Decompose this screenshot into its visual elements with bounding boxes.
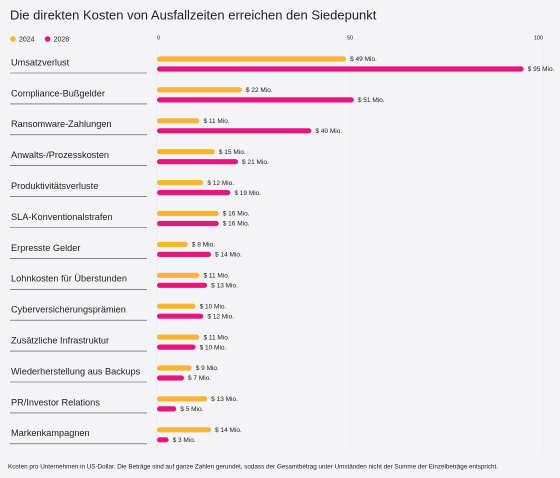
value-label: $ 16 Mio.: [223, 221, 250, 228]
bar: [157, 128, 312, 134]
bar: [157, 190, 231, 196]
footnote: Kosten pro Unternehmen in US-Dollar. Die…: [8, 464, 498, 471]
value-label: $ 21 Mio.: [242, 159, 269, 166]
value-label: $ 12 Mio.: [207, 180, 234, 187]
category-label: PR/Investor Relations: [11, 397, 100, 407]
bar: [157, 159, 239, 165]
category-label: Anwalts-/Prozesskosten: [11, 150, 109, 160]
bar: [157, 344, 196, 350]
bar: [157, 66, 524, 72]
value-label: $ 14 Mio.: [215, 252, 242, 259]
bar: [157, 220, 219, 227]
value-label: $ 9 Mio.: [196, 365, 219, 372]
category-label: Cyberversicherungsprämien: [11, 305, 126, 315]
category-label: Lohnkosten für Überstunden: [11, 274, 127, 284]
bar: [157, 406, 177, 412]
value-label: $ 7 Mio.: [188, 375, 211, 382]
bar: [157, 427, 212, 433]
bar: [157, 118, 200, 124]
value-label: $ 22 Mio.: [246, 87, 273, 94]
category-label: Compliance-Bußgelder: [11, 88, 105, 98]
category-label: Zusätzliche Infrastruktur: [11, 336, 109, 346]
category-label: Produktivitätsverluste: [11, 181, 98, 191]
value-label: $ 40 Mio.: [315, 128, 342, 135]
category-label: Markenkampagnen: [11, 428, 90, 438]
legend-swatch: [44, 36, 51, 42]
legend-label: 2028: [54, 36, 70, 43]
value-label: $ 11 Mio.: [203, 273, 229, 280]
value-label: $ 95 Mio.: [528, 66, 555, 73]
bar: [157, 56, 347, 62]
value-label: $ 15 Mio.: [219, 149, 246, 156]
value-label: $ 19 Mio.: [234, 190, 261, 197]
value-label: $ 49 Mio.: [350, 56, 377, 63]
bar: [157, 334, 200, 340]
x-tick-label: 0: [157, 35, 160, 41]
category-label: SLA-Konventionalstrafen: [11, 212, 113, 222]
value-label: $ 3 Mio.: [173, 437, 196, 444]
category-label: Wiederherstellung aus Backups: [11, 366, 141, 376]
value-label: $ 13 Mio.: [211, 396, 238, 403]
bar: [157, 396, 208, 402]
value-label: $ 10 Mio.: [200, 344, 227, 351]
legend-label: 2024: [19, 36, 35, 43]
bar: [157, 303, 196, 309]
category-label: Ransomware-Zahlungen: [11, 119, 112, 129]
value-label: $ 10 Mio.: [200, 303, 227, 310]
value-label: $ 14 Mio.: [215, 427, 242, 434]
chart-title: Die direkten Kosten von Ausfallzeiten er…: [10, 7, 377, 22]
bar: [157, 437, 169, 443]
value-label: $ 11 Mio.: [203, 334, 229, 341]
value-label: $ 16 Mio.: [223, 211, 250, 218]
value-label: $ 13 Mio.: [211, 283, 238, 290]
bar: [157, 210, 219, 217]
category-label: Erpresste Gelder: [11, 243, 80, 253]
bar: [157, 180, 204, 186]
x-tick-label: 50: [347, 35, 353, 41]
value-label: $ 51 Mio.: [358, 97, 385, 104]
value-label: $ 12 Mio.: [207, 313, 234, 320]
bar: [157, 375, 185, 381]
bar: [157, 97, 354, 103]
legend-swatch: [10, 36, 16, 42]
value-label: $ 5 Mio.: [180, 406, 203, 413]
x-tick-label: 100: [534, 35, 543, 41]
bar: [157, 87, 242, 93]
bar: [157, 241, 188, 247]
category-label: Umsatzverlust: [11, 57, 70, 67]
value-label: $ 11 Mio.: [203, 118, 229, 125]
bar: [157, 282, 208, 288]
bar: [157, 313, 204, 319]
bar: [157, 272, 200, 278]
bar: [157, 365, 192, 371]
bar: [157, 149, 215, 155]
bar: [157, 251, 212, 257]
value-label: $ 8 Mio.: [192, 242, 215, 249]
